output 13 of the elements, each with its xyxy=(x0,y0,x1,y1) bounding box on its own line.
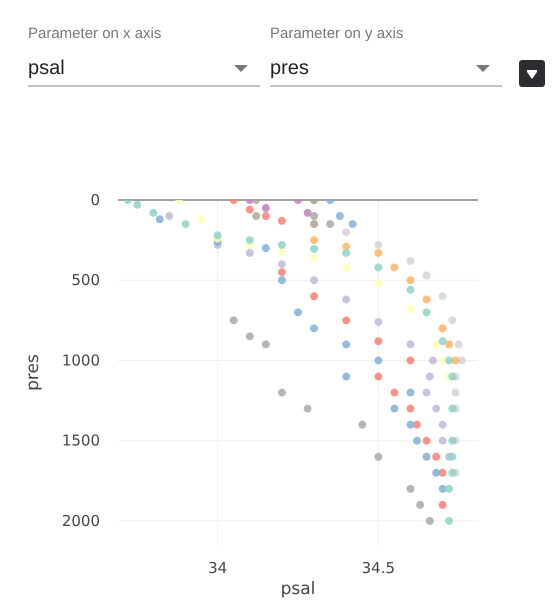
text: psal xyxy=(28,57,65,79)
x-axis-title: psal xyxy=(280,579,316,599)
y-tick-label: 500 xyxy=(71,271,100,290)
y-tick-label: 1000 xyxy=(62,351,100,370)
x-tick-label: 34 xyxy=(208,559,228,577)
x-tick-label: 34.5 xyxy=(362,559,396,577)
text: pres xyxy=(270,57,309,79)
text: Parameter on y axis xyxy=(270,25,404,42)
y-tick-label: 1500 xyxy=(62,432,100,450)
y-tick-label: 0 xyxy=(90,191,100,209)
text: Parameter on x axis xyxy=(28,25,162,42)
y-axis-title: pres xyxy=(23,354,43,391)
y-tick-label: 2000 xyxy=(62,512,100,530)
